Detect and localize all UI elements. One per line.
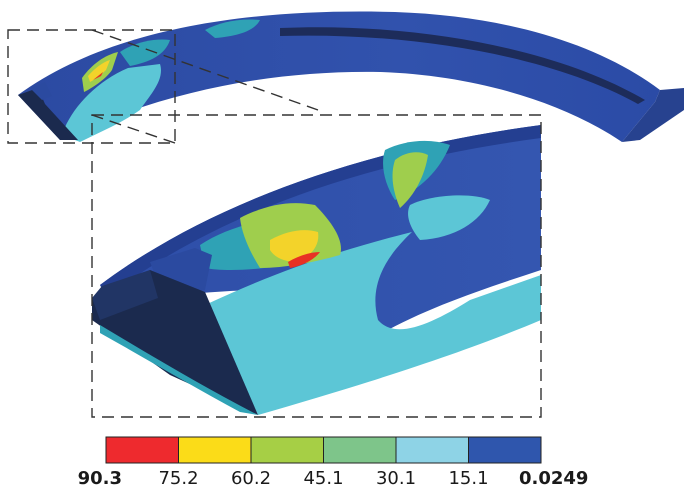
zoomed-detail-view bbox=[92, 125, 541, 415]
legend-swatch bbox=[105, 436, 179, 464]
zoom-yellow-zone bbox=[270, 230, 319, 262]
legend-tick-label: 90.3 bbox=[78, 468, 122, 487]
ring-dark-face bbox=[18, 88, 78, 140]
ring-stress-red bbox=[93, 72, 103, 80]
legend-swatch bbox=[395, 436, 469, 464]
legend-swatch bbox=[468, 436, 542, 464]
legend-swatch bbox=[250, 436, 324, 464]
ring-groove bbox=[280, 27, 645, 104]
ring-stress-top-patch bbox=[205, 19, 260, 38]
legend-tick-label: 0.0249 bbox=[519, 468, 588, 487]
legend-colorbar bbox=[105, 436, 542, 464]
legend-tick-label: 15.1 bbox=[448, 468, 488, 487]
zoom-red-hotspot bbox=[288, 252, 320, 268]
zoom-box bbox=[91, 114, 542, 418]
zoom-connector-bottom bbox=[91, 114, 176, 144]
legend-tick-label: 30.1 bbox=[376, 468, 416, 487]
zoom-green-band-upper bbox=[392, 152, 428, 208]
ring-top-surface bbox=[18, 11, 660, 142]
zoom-dark-step bbox=[92, 270, 158, 320]
ring-stress-teal bbox=[120, 39, 170, 66]
ring-stress-yellow bbox=[88, 60, 110, 82]
zoom-connector-top bbox=[91, 29, 319, 111]
legend-tick-label: 75.2 bbox=[158, 468, 198, 487]
legend-swatch bbox=[323, 436, 397, 464]
legend-labels: 90.3 75.2 60.2 45.1 30.1 15.1 0.0249 bbox=[78, 468, 589, 487]
full-ring-segment bbox=[18, 11, 684, 142]
ring-step bbox=[30, 82, 52, 100]
zoom-cyan-patch-right bbox=[408, 195, 490, 240]
zoom-outer-edge bbox=[100, 125, 541, 295]
zoom-cyan-face bbox=[205, 232, 541, 415]
legend-tick-label: 60.2 bbox=[231, 468, 271, 487]
ring-end-face bbox=[622, 88, 684, 142]
legend-swatch bbox=[178, 436, 252, 464]
legend-tick-label: 45.1 bbox=[303, 468, 343, 487]
ring-stress-cyan bbox=[62, 64, 161, 142]
